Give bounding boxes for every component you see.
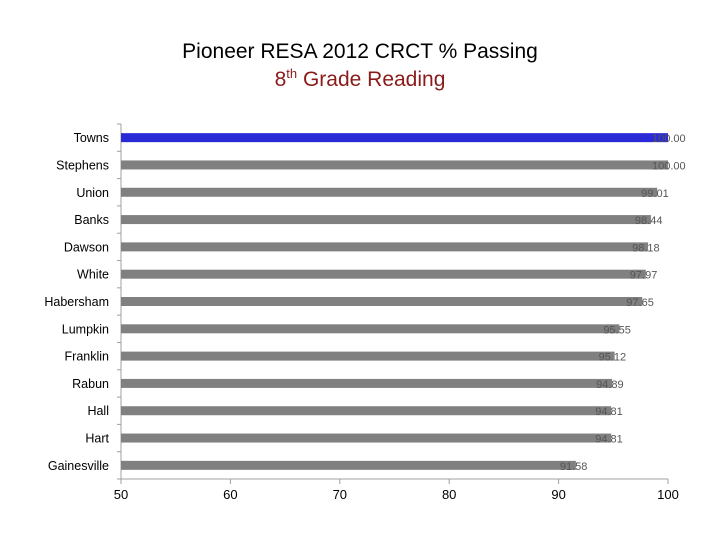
x-tick-label: 90 xyxy=(551,487,565,502)
value-label: 94.89 xyxy=(596,379,624,391)
value-label: 94.81 xyxy=(595,434,623,446)
bar xyxy=(121,433,612,443)
value-label: 97.97 xyxy=(630,270,658,282)
category-label: Lumpkin xyxy=(62,322,109,336)
x-tick-label: 80 xyxy=(442,487,456,502)
bar xyxy=(121,269,646,279)
bar xyxy=(121,160,668,170)
value-label: 91.58 xyxy=(560,461,588,473)
category-label: Dawson xyxy=(64,240,109,254)
category-label: Union xyxy=(76,186,109,200)
category-label: White xyxy=(77,268,109,282)
chart-title-grade-text: Grade Reading xyxy=(297,68,446,91)
value-label: 100.00 xyxy=(652,160,686,172)
chart-title-line2: 8th Grade Reading xyxy=(0,66,720,94)
value-label: 94.81 xyxy=(595,406,623,418)
bar xyxy=(121,378,613,388)
category-label: Habersham xyxy=(44,295,109,309)
x-tick-label: 70 xyxy=(333,487,347,502)
category-label: Stephens xyxy=(56,158,109,172)
x-tick-label: 60 xyxy=(223,487,237,502)
category-label: Hall xyxy=(87,404,109,418)
chart-title-grade-number: 8 xyxy=(274,68,287,91)
bar-highlighted xyxy=(121,133,668,143)
category-label: Franklin xyxy=(65,350,110,364)
bar xyxy=(121,460,576,470)
value-label: 95.12 xyxy=(599,352,627,364)
value-label: 98.18 xyxy=(632,242,660,254)
category-label: Gainesville xyxy=(48,459,109,473)
bar xyxy=(121,324,620,334)
chart-title-grade-suffix: th xyxy=(286,66,298,81)
bar xyxy=(121,187,658,197)
bar xyxy=(121,215,651,225)
bar xyxy=(121,242,649,252)
value-label: 95.55 xyxy=(603,324,631,336)
category-label: Towns xyxy=(74,131,109,145)
chart-title-line1: Pioneer RESA 2012 CRCT % Passing xyxy=(182,40,538,63)
category-label: Hart xyxy=(85,432,109,446)
bar xyxy=(121,297,643,306)
value-label: 97.65 xyxy=(626,297,654,309)
category-label: Banks xyxy=(74,213,109,227)
value-label: 98.44 xyxy=(635,215,663,227)
bar xyxy=(121,351,615,361)
bar xyxy=(121,406,612,416)
value-label: 100.00 xyxy=(652,133,686,145)
x-tick-label: 100 xyxy=(657,487,679,502)
value-label: 99.01 xyxy=(641,188,669,200)
chart-title: Pioneer RESA 2012 CRCT % Passing 8th Gra… xyxy=(0,38,720,94)
x-tick-label: 50 xyxy=(114,487,128,502)
category-label: Rabun xyxy=(72,377,109,391)
